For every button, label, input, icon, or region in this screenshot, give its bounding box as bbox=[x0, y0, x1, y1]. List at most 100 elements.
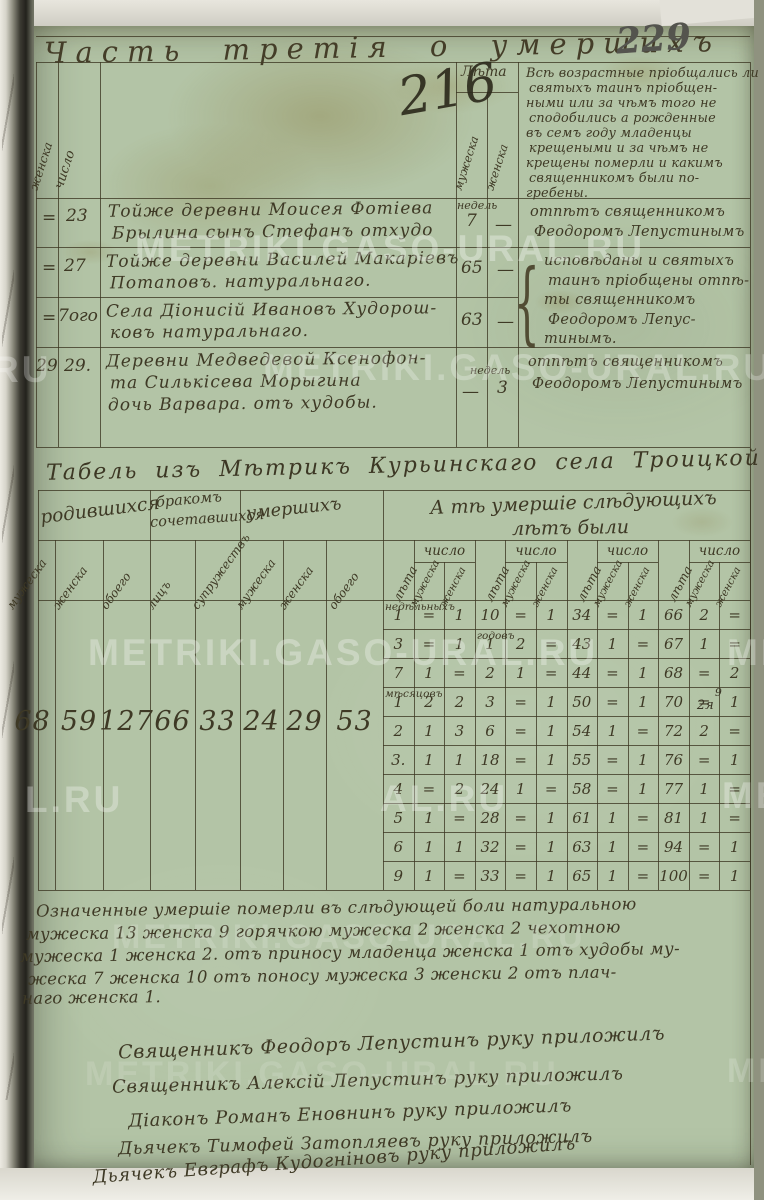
age-grid-cell: = bbox=[514, 809, 527, 827]
age-grid-cell: = bbox=[697, 838, 711, 856]
watermark-text: METRIKI.GASO-URAL.RU bbox=[263, 347, 764, 388]
age-grid-cell: 1 bbox=[546, 867, 556, 885]
rule-line bbox=[326, 540, 327, 890]
age-grid-cell: 1 bbox=[638, 664, 648, 682]
age-grid-cell: 1 bbox=[424, 751, 434, 769]
age-grid-cell: = bbox=[422, 606, 436, 624]
rule-line bbox=[38, 600, 750, 601]
age-grid-cell: 2 bbox=[485, 664, 495, 682]
age-grid-cell: 2 bbox=[699, 606, 709, 624]
age-grid-cell: = bbox=[453, 664, 466, 682]
age-grid-cell: 1 bbox=[424, 867, 434, 885]
age-male: 65 bbox=[461, 258, 483, 278]
age-grid-cell: 2 bbox=[699, 722, 709, 740]
age-grid-cell: 66 bbox=[663, 606, 684, 624]
age-grid-cell: 1 bbox=[638, 780, 648, 798]
rule-line bbox=[383, 658, 750, 659]
age-grid-cell: 1 bbox=[424, 838, 434, 856]
rule-line bbox=[38, 490, 39, 890]
age-grid-cell: = bbox=[636, 838, 650, 856]
rule-line bbox=[383, 490, 384, 890]
row-count: = bbox=[42, 308, 57, 328]
rule-line bbox=[689, 562, 750, 563]
age-unit: недель bbox=[457, 199, 498, 212]
row-text: Потаповъ. натуральнаго. bbox=[109, 270, 372, 294]
age-grid-cell: = bbox=[514, 838, 527, 856]
age-female: 3 bbox=[497, 378, 508, 398]
age-male: 63 bbox=[461, 310, 483, 330]
age-grid-cell: 33 bbox=[480, 867, 500, 885]
row-text: Тойже деревни Моисея Фотіева bbox=[107, 198, 434, 222]
age-grid-cell: 1 bbox=[546, 809, 556, 827]
age-grid-cell: 2 bbox=[515, 635, 526, 653]
burial-note: отпѣтъ священникомъ bbox=[530, 204, 726, 220]
age-grid-cell: 55 bbox=[572, 751, 592, 769]
age-grid-cell: 67 bbox=[663, 635, 684, 653]
age-grid-cell: = bbox=[728, 606, 741, 624]
age-grid-cell: 81 bbox=[663, 809, 684, 827]
rule-line bbox=[383, 861, 750, 862]
age-grid-cell: 1 bbox=[638, 693, 648, 711]
brace-note-line: Феодоромъ Лепус- bbox=[548, 311, 696, 328]
brace-note-line: ты священникомъ bbox=[544, 292, 696, 308]
num-col-header: число bbox=[606, 543, 649, 559]
rule-line bbox=[36, 297, 518, 298]
rule-line bbox=[38, 890, 750, 891]
age-grid-cell: 1 bbox=[485, 635, 495, 653]
rule-line bbox=[195, 540, 196, 890]
age-grid-cell: 43 bbox=[572, 635, 592, 653]
row-text: ковъ натуральнаго. bbox=[109, 320, 310, 344]
age-grid-cell: 1 bbox=[393, 606, 404, 624]
brace-note-line: исповѣданы и святыхъ bbox=[544, 253, 735, 269]
pencil-folio-number: 229 bbox=[614, 15, 693, 63]
age-grid-cell: 2 bbox=[393, 722, 404, 740]
watermark-text: RU bbox=[0, 349, 52, 390]
age-grid-cell: 63 bbox=[572, 838, 592, 856]
age-grid-cell: = bbox=[514, 606, 527, 624]
age-grid-cell: = bbox=[697, 664, 711, 682]
age-grid-cell: = bbox=[697, 751, 711, 769]
age-grid-cell: 94 bbox=[663, 838, 684, 856]
age-grid-cell: = bbox=[636, 809, 650, 827]
age-grid-cell: 2 bbox=[424, 693, 434, 711]
age-grid-cell: 1 bbox=[607, 867, 618, 885]
age-grid-cell: = bbox=[636, 722, 650, 740]
age-grid-cell: 1 bbox=[546, 693, 556, 711]
age-grid-cell: 18 bbox=[480, 751, 500, 769]
rule-line bbox=[38, 540, 750, 541]
totals-value: 29 bbox=[286, 706, 323, 737]
rule-line bbox=[240, 490, 241, 890]
rule-line bbox=[36, 62, 37, 447]
age-grid-cell: 1 bbox=[546, 722, 556, 740]
age-grid-cell: 1 bbox=[454, 838, 465, 856]
correction-mark: 2я bbox=[696, 698, 714, 713]
row-count: = bbox=[42, 208, 57, 228]
rule-line bbox=[38, 490, 750, 491]
rule-line bbox=[103, 540, 104, 890]
age-male: 7 bbox=[466, 211, 477, 231]
age-grid-cell: 54 bbox=[572, 722, 592, 740]
age-grid-cell: = bbox=[697, 693, 711, 711]
age-grid-cell: 2 bbox=[454, 780, 465, 798]
age-grid-cell: 34 bbox=[572, 606, 592, 624]
rule-line bbox=[505, 540, 506, 890]
age-grid-cell: 1 bbox=[729, 751, 740, 769]
row-count: 29 bbox=[36, 356, 58, 376]
totals-value: 68 bbox=[14, 706, 51, 737]
num-col-header: число bbox=[423, 543, 466, 559]
age-grid-cell: 72 bbox=[663, 722, 684, 740]
rule-line bbox=[567, 540, 568, 890]
age-grid-cell: = bbox=[697, 867, 711, 885]
age-grid-cell: 1 bbox=[393, 693, 404, 711]
age-grid-cell: 100 bbox=[659, 867, 688, 885]
correction-mark: 9 bbox=[714, 686, 722, 699]
register-notes-header-line: гребены. bbox=[526, 186, 589, 201]
age-grid-cell: 1 bbox=[515, 664, 526, 682]
age-grid-cell: 1 bbox=[607, 635, 618, 653]
rule-line bbox=[383, 774, 750, 775]
age-grid-cell: 3 bbox=[454, 722, 465, 740]
page-right-shadow bbox=[754, 0, 764, 1200]
age-grid-cell: 1 bbox=[607, 722, 618, 740]
rule-line bbox=[628, 562, 629, 890]
age-grid-cell: 2 bbox=[729, 664, 740, 682]
